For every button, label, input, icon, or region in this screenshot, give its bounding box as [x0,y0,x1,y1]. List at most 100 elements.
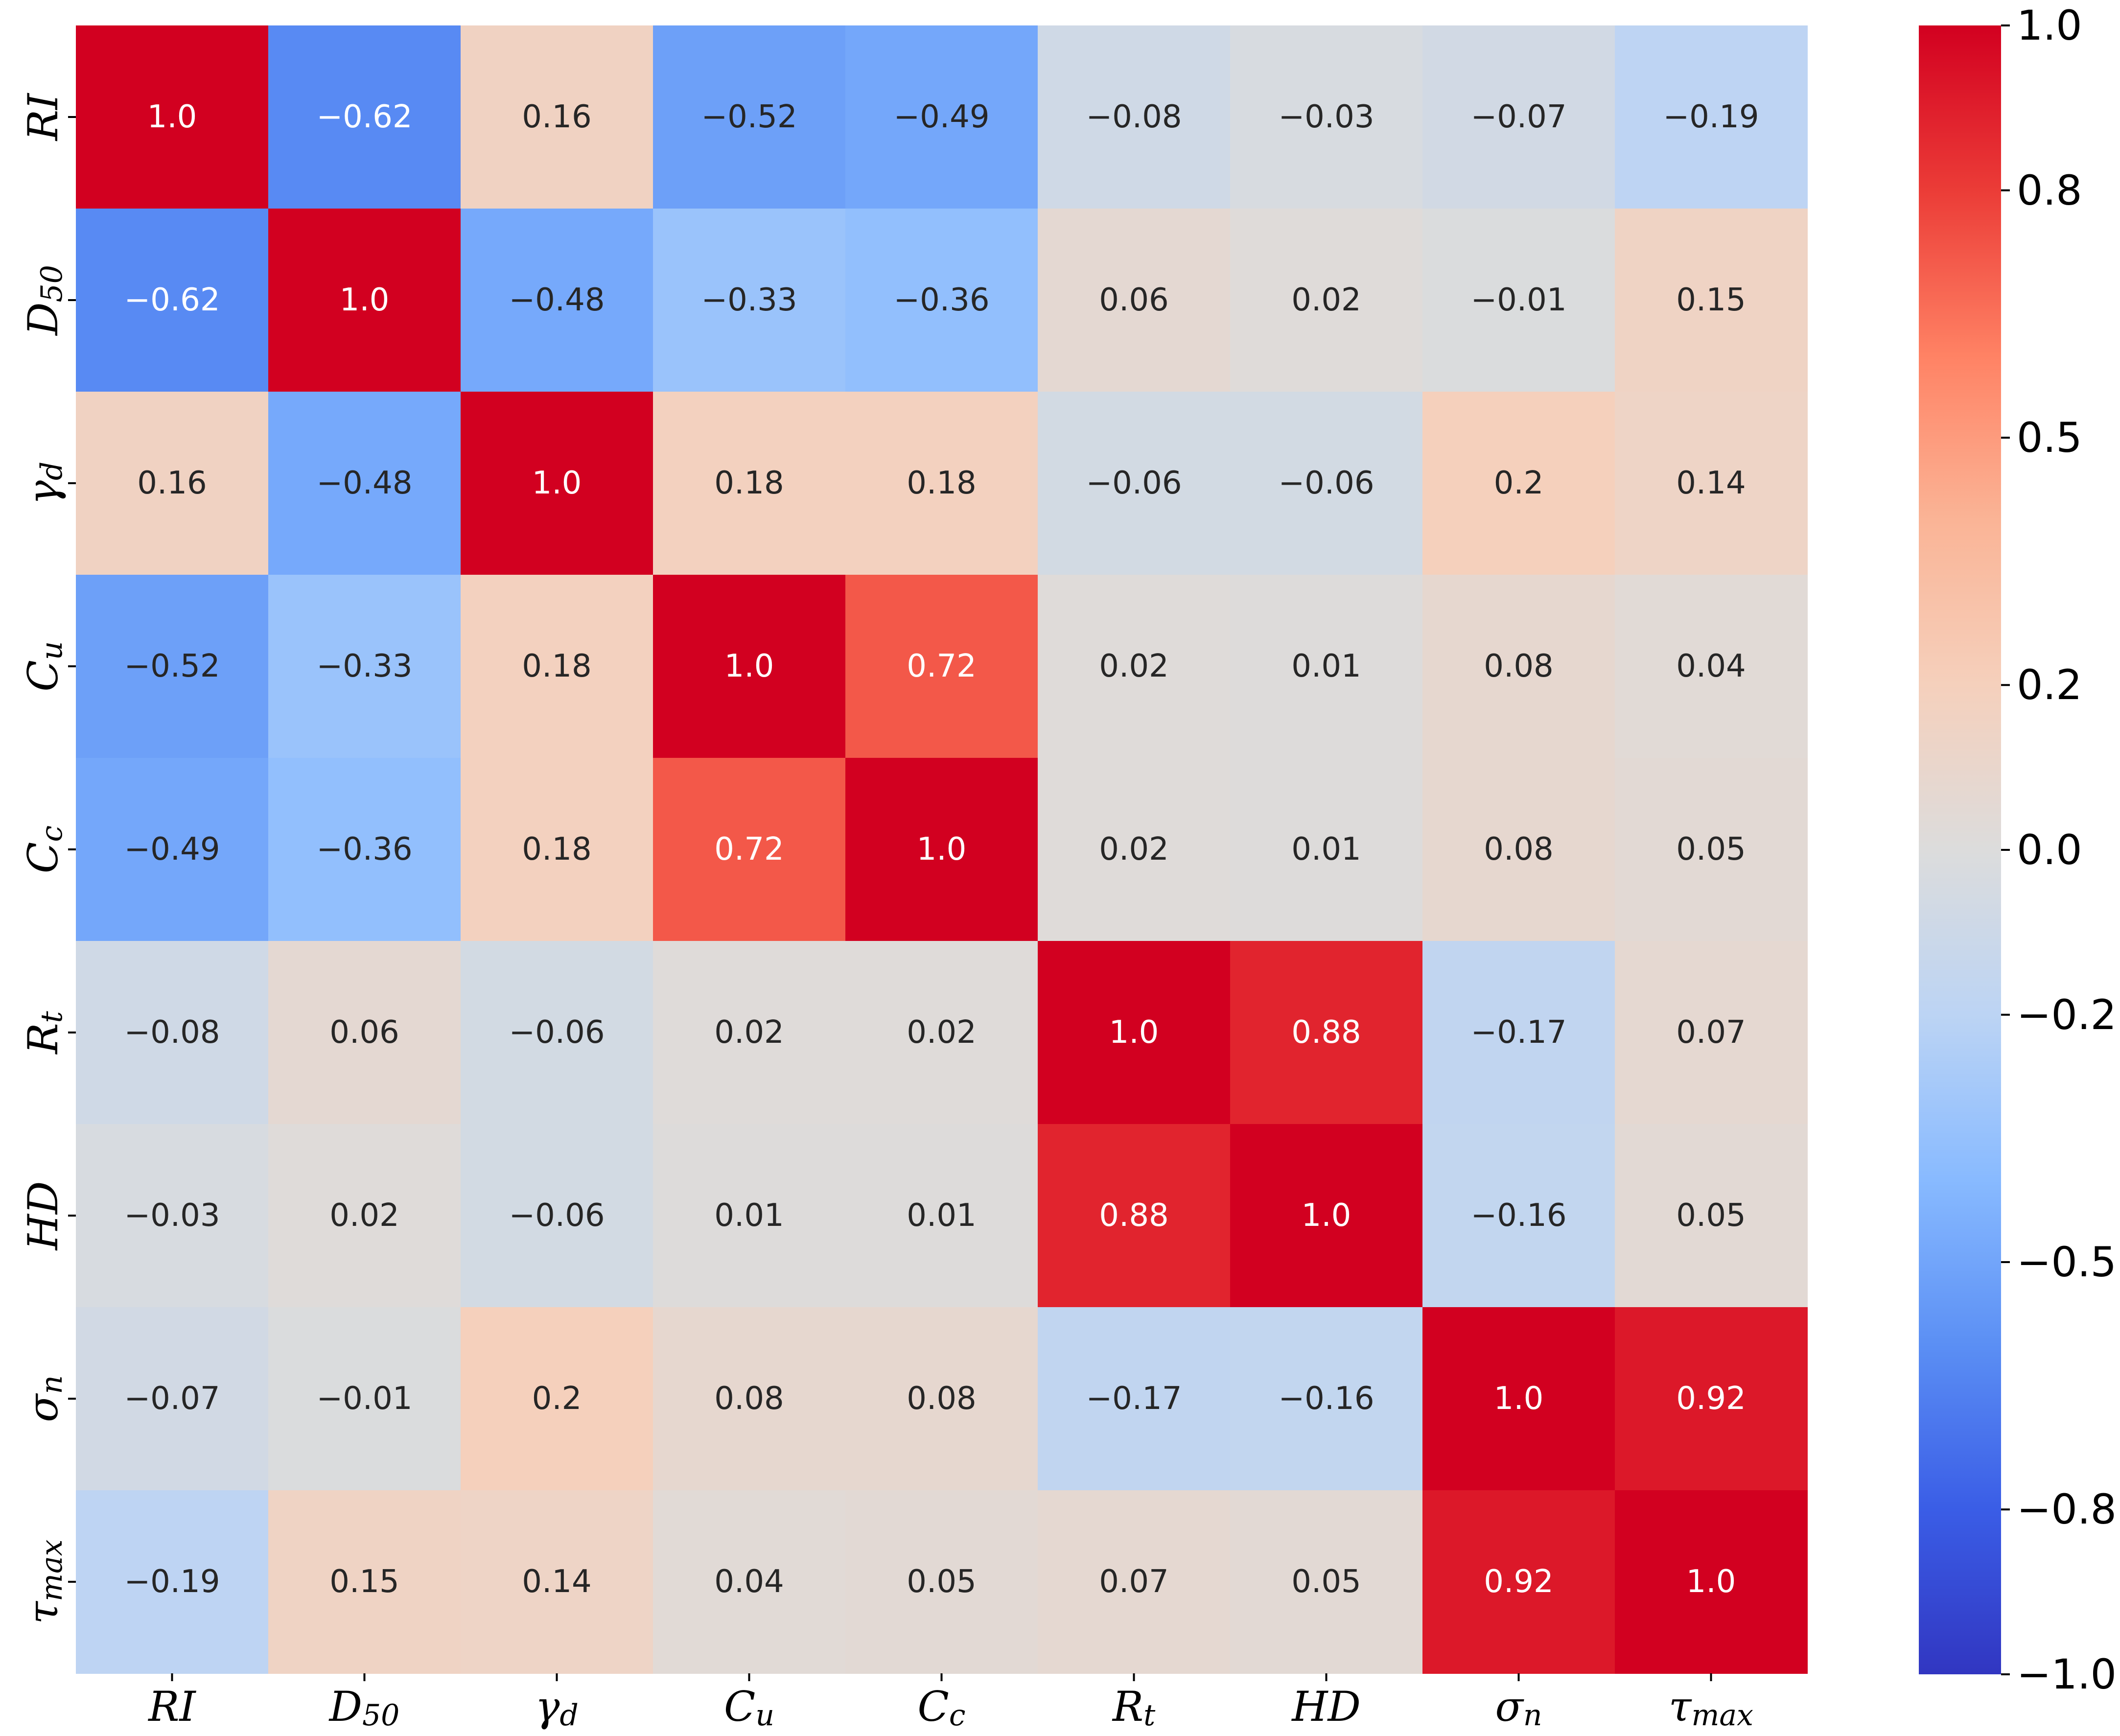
heatmap-cell [461,575,653,758]
cell-value-label: 0.08 [907,1381,977,1417]
y-tick-label: D50 [19,265,69,336]
y-tick-label-base: C [19,660,67,691]
heatmap-cell [268,941,461,1125]
heatmap-cell [845,392,1038,575]
heatmap-cell [845,1307,1038,1491]
cell-value-label: 0.05 [1676,831,1746,868]
heatmap-cell [653,758,846,941]
heatmap-cell [1615,392,1808,575]
x-tick-label: Cc [918,1683,966,1733]
heatmap-cell [76,758,269,941]
colorbar-tick-label: 0.2 [2017,661,2082,709]
heatmap-cell [1038,25,1231,209]
heatmap-cell [1615,1124,1808,1308]
y-tick-label-base: RI [19,93,67,141]
heatmap-cell [845,941,1038,1125]
cell-value-label: 0.92 [1676,1381,1746,1417]
heatmap-cell [1230,1124,1423,1308]
y-tick-label: σn [19,1375,69,1422]
x-tick-label: D50 [328,1683,400,1733]
heatmap-cell [1038,758,1231,941]
cell-value-label: 0.15 [329,1564,399,1600]
cell-value-label: 0.01 [907,1197,977,1234]
heatmap-cell [653,1490,846,1674]
cell-value-label: 0.08 [1484,831,1554,868]
cell-value-label: 1.0 [1109,1014,1159,1051]
y-tick-label-subscript: d [35,462,69,480]
heatmap-cell [1422,25,1615,209]
heatmap-cell [1038,209,1231,392]
heatmap-cell [1038,1490,1231,1674]
cell-value-label: 0.01 [714,1197,784,1234]
x-tick-label-base: σ [1495,1683,1525,1731]
cell-value-label: −0.06 [1086,465,1182,501]
y-tick-label-base: σ [19,1393,67,1422]
cell-value-label: −0.01 [1470,282,1566,318]
heatmap-cell [653,575,846,758]
heatmap-cell [1230,941,1423,1125]
heatmap-cell [845,209,1038,392]
x-tick-label-subscript: d [559,1698,578,1733]
cell-value-label: 0.04 [714,1564,784,1600]
x-tick-label-base: HD [1291,1683,1361,1731]
cell-value-label: −0.03 [1278,99,1374,135]
heatmap-cell [653,941,846,1125]
cell-value-label: 0.2 [1494,465,1544,501]
cell-value-label: −0.01 [316,1381,412,1417]
x-tick-label-subscript: u [755,1698,774,1733]
x-tick-label: Rt [1112,1683,1156,1733]
cell-value-label: −0.08 [124,1014,220,1051]
x-tick-label-base: D [328,1683,362,1731]
x-tick-label-base: C [724,1683,755,1731]
cell-value-label: −0.36 [316,831,412,868]
x-tick-label: RI [147,1683,196,1731]
cell-value-label: 0.01 [1291,831,1361,868]
heatmap-cell [1230,1307,1423,1491]
y-tick-label-subscript: u [35,641,69,660]
cell-value-label: 0.08 [714,1381,784,1417]
cell-value-label: −0.17 [1086,1381,1182,1417]
colorbar-gradient [1919,25,2001,1674]
heatmap-cell [1422,1490,1615,1674]
cell-value-label: 1.0 [917,831,967,868]
heatmap-cell [1615,758,1808,941]
cell-value-label: 0.06 [329,1014,399,1051]
heatmap-cell [845,25,1038,209]
heatmap-cell [268,209,461,392]
x-axis: RI D50 γd Cu Cc Rt HD σn τmax [147,1673,1753,1733]
x-tick-label-subscript: t [1143,1698,1156,1733]
cell-value-label: −0.19 [1663,99,1759,135]
heatmap-cells [76,25,1808,1674]
cell-value-label: 0.18 [714,465,784,501]
cell-value-label: 0.15 [1676,282,1746,318]
heatmap-cell [1038,392,1231,575]
cell-value-label: −0.36 [893,282,989,318]
heatmap-cell [1422,575,1615,758]
heatmap-cell [1230,758,1423,941]
cell-value-label: 0.16 [522,99,592,135]
x-tick-label-base: RI [147,1683,196,1731]
heatmap-cell [1615,209,1808,392]
cell-value-label: 0.18 [522,831,592,868]
heatmap-cell [1230,209,1423,392]
heatmap-cell [1615,941,1808,1125]
cell-value-label: −0.48 [509,282,605,318]
cell-value-label: −0.33 [316,648,412,684]
heatmap-annotations: 1.0 −0.62 0.16 −0.52 −0.49 −0.08 −0.03 −0.07 −0.… [124,99,1759,1600]
heatmap-cell [653,392,846,575]
x-tick-label: γd [535,1683,579,1733]
y-tick-label: Cc [19,825,69,873]
cell-value-label: −0.52 [124,648,220,684]
cell-value-label: −0.19 [124,1564,220,1600]
cell-value-label: 0.02 [1099,648,1169,684]
cell-value-label: 0.18 [907,465,977,501]
heatmap-cell [268,1490,461,1674]
cell-value-label: 0.04 [1676,648,1746,684]
heatmap-cell [1615,575,1808,758]
cell-value-label: 1.0 [1686,1564,1736,1600]
heatmap-cell [1038,575,1231,758]
x-tick-label: Cu [724,1683,774,1733]
heatmap-cell [268,1124,461,1308]
heatmap-cell [845,575,1038,758]
